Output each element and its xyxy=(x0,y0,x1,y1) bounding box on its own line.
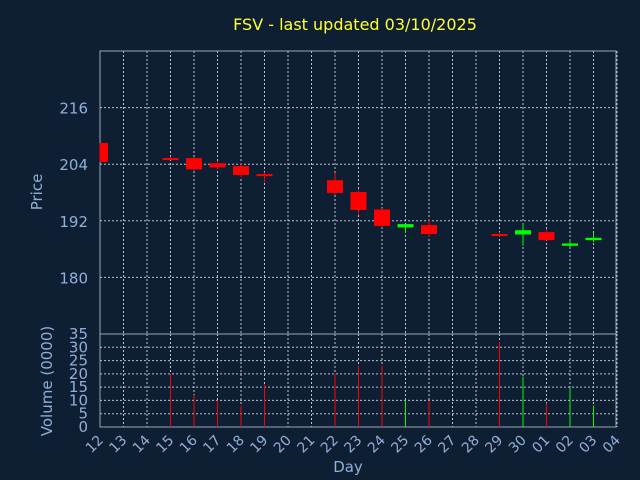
x-tick-label: 25 xyxy=(388,433,412,457)
x-axis-label: Day xyxy=(333,458,363,476)
price-tick-label: 192 xyxy=(59,213,88,231)
x-tick-label: 15 xyxy=(153,433,177,457)
x-tick-label: 24 xyxy=(365,432,389,456)
x-tick-label: 19 xyxy=(247,433,271,457)
volume-tick-label: 25 xyxy=(69,352,88,370)
x-tick-label: 21 xyxy=(294,433,318,457)
volume-tick-label: 0 xyxy=(78,418,88,436)
volume-tick-label: 15 xyxy=(69,378,88,396)
x-tick-label: 12 xyxy=(83,433,107,457)
candle-body xyxy=(162,158,179,161)
candle-body xyxy=(350,192,367,210)
x-tick-label: 30 xyxy=(506,433,530,457)
candle-body xyxy=(186,158,202,170)
volume-tick-label: 10 xyxy=(69,391,88,409)
candle-body xyxy=(491,234,508,237)
x-tick-label: 26 xyxy=(412,432,436,456)
x-tick-label: 16 xyxy=(177,432,201,456)
candle-body xyxy=(515,230,531,235)
chart-title: FSV - last updated 03/10/2025 xyxy=(233,15,477,34)
x-tick-label: 17 xyxy=(200,433,224,457)
volume-tick-label: 20 xyxy=(69,365,88,383)
x-tick-label: 28 xyxy=(459,433,483,457)
volume-tick-label: 5 xyxy=(78,405,88,423)
candle-body xyxy=(327,180,343,193)
candle-body xyxy=(256,174,273,177)
volume-axis-label: Volume (0000) xyxy=(38,326,56,436)
candle-body xyxy=(209,163,226,168)
candle-body xyxy=(100,142,108,162)
x-tick-label: 04 xyxy=(600,432,624,456)
volume-tick-label: 35 xyxy=(69,325,88,343)
candle-body xyxy=(374,209,390,226)
candle-body xyxy=(538,232,555,241)
price-tick-label: 216 xyxy=(59,100,88,118)
candle-body xyxy=(421,225,437,235)
x-tick-label: 27 xyxy=(435,433,459,457)
price-y-axis: 180 192 204 216 xyxy=(59,100,88,288)
price-axis-label: Price xyxy=(28,174,46,211)
x-tick-label: 29 xyxy=(482,433,506,457)
price-tick-label: 180 xyxy=(59,269,88,287)
x-tick-label: 14 xyxy=(130,432,154,456)
x-axis: 12 13 14 15 16 17 18 19 20 21 22 23 24 25 26 27 28 29 30 01… xyxy=(83,432,624,456)
candle-body xyxy=(397,224,414,228)
x-tick-label: 18 xyxy=(224,433,248,457)
price-tick-label: 204 xyxy=(59,156,88,174)
x-tick-label: 20 xyxy=(271,433,295,457)
x-tick-label: 22 xyxy=(318,433,342,457)
candles xyxy=(99,142,602,248)
volume-tick-label: 30 xyxy=(69,338,88,356)
volume-bars xyxy=(170,341,594,427)
candle-body xyxy=(233,166,249,176)
candle-body xyxy=(585,237,602,241)
x-tick-label: 13 xyxy=(106,433,130,457)
x-tick-label: 23 xyxy=(341,433,365,457)
x-tick-label: 01 xyxy=(529,433,553,457)
x-tick-label: 03 xyxy=(576,433,600,457)
candle-body xyxy=(562,243,578,246)
x-tick-label: 02 xyxy=(553,433,577,457)
